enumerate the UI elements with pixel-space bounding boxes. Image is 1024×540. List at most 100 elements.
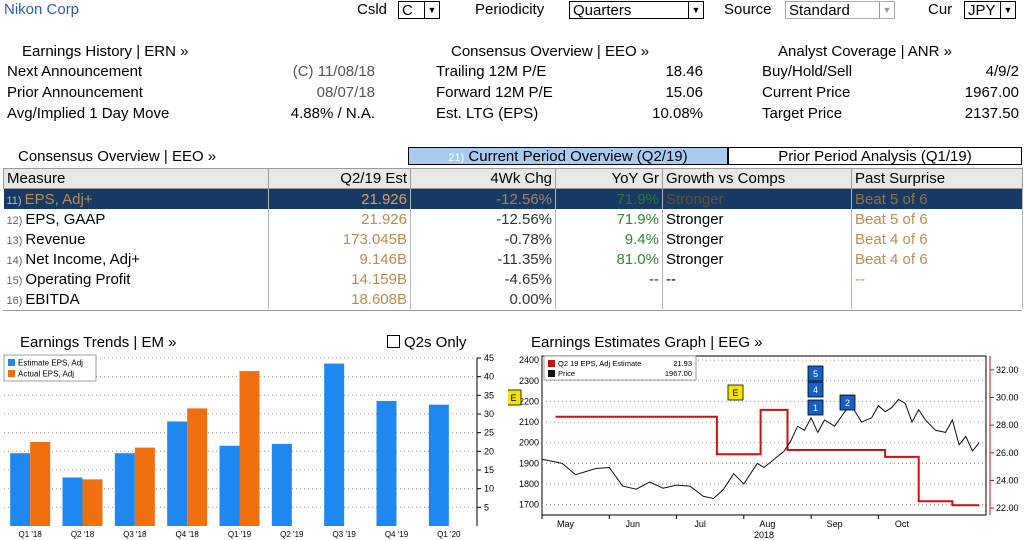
row-number: 14) bbox=[6, 254, 23, 267]
plot-area bbox=[541, 355, 987, 516]
x-tick-label: Oct bbox=[895, 519, 910, 529]
table-row[interactable]: 11) EPS, Adj+ 21.926 -12.56% 71.9% Strong… bbox=[3, 188, 1023, 209]
cell-chg: -11.35% bbox=[410, 249, 556, 269]
row-number: 16) bbox=[6, 294, 23, 307]
consensus-table-link[interactable]: Consensus Overview | EEO » bbox=[18, 148, 217, 165]
earnings-estimates-chart: 1700 1800 1900 2000 2100 2200 2300 2400 22.00 24.… bbox=[508, 355, 1019, 540]
eh-label-prior: Prior Announcement bbox=[7, 84, 143, 101]
cur-label: Cur bbox=[928, 1, 953, 18]
x-tick-label: Q3 '19 bbox=[333, 530, 357, 539]
col-growth[interactable]: Growth vs Comps bbox=[662, 168, 852, 189]
earnings-estimates-graph-link[interactable]: Earnings Estimates Graph | EEG » bbox=[531, 334, 763, 351]
y-tick-label: 15 bbox=[484, 465, 494, 475]
left-tick-label: 2400 bbox=[519, 355, 539, 365]
cell-yoy: 81.0% bbox=[555, 249, 663, 269]
source-label: Source bbox=[724, 1, 772, 18]
chevron-down-icon[interactable]: ▼ bbox=[424, 2, 439, 18]
co-value-forward: 15.06 bbox=[665, 84, 703, 101]
x-tick-label: Aug bbox=[759, 519, 775, 529]
event-marker-label: 4 bbox=[813, 385, 818, 395]
x-tick-label: Q4 '18 bbox=[176, 530, 200, 539]
cell-chg: -12.56% bbox=[410, 188, 556, 209]
bar bbox=[134, 447, 155, 526]
row-number: 11) bbox=[6, 194, 22, 207]
chevron-down-icon[interactable]: ▼ bbox=[1000, 2, 1015, 18]
legend-swatch bbox=[548, 360, 555, 367]
col-est[interactable]: Q2/19 Est bbox=[268, 168, 411, 189]
bar bbox=[219, 445, 240, 526]
analyst-coverage-link[interactable]: Analyst Coverage | ANR » bbox=[778, 43, 952, 60]
cur-select[interactable]: JPY ▼ bbox=[964, 1, 1016, 19]
cell-yoy: -- bbox=[555, 269, 663, 289]
cell-est: 14.159B bbox=[268, 269, 411, 289]
bar bbox=[376, 400, 397, 526]
checkbox-icon[interactable] bbox=[387, 335, 400, 348]
table-row[interactable]: 16) EBITDA 18.608B 0.00% bbox=[3, 289, 1023, 309]
legend-swatch bbox=[548, 370, 555, 377]
left-tick-label: 1900 bbox=[519, 458, 539, 468]
chevron-down-icon[interactable]: ▼ bbox=[879, 2, 894, 18]
measure-name: EBITDA bbox=[25, 290, 80, 308]
cell-chg: 0.00% bbox=[410, 289, 556, 309]
table-row[interactable]: 12) EPS, GAAP 21.926 -12.56% 71.9% Strong… bbox=[3, 209, 1023, 229]
event-marker-label: 1 bbox=[813, 403, 818, 413]
y-tick-label: 45 bbox=[484, 353, 494, 363]
col-4wk[interactable]: 4Wk Chg bbox=[410, 168, 556, 189]
tab-current-period[interactable]: 21) Current Period Overview (Q2/19) bbox=[408, 147, 728, 165]
y-tick-label: 40 bbox=[484, 372, 494, 382]
periodicity-select[interactable]: Quarters ▼ bbox=[569, 1, 704, 19]
legend-label: Estimate EPS, Adj bbox=[18, 359, 83, 368]
csld-value: C bbox=[402, 2, 413, 19]
q2s-only-checkbox[interactable]: Q2s Only bbox=[387, 334, 467, 351]
y-tick-label: 5 bbox=[484, 502, 489, 512]
row-number: 13) bbox=[6, 234, 23, 247]
y-tick-label: 35 bbox=[484, 390, 494, 400]
event-marker-label: E bbox=[510, 393, 516, 403]
bar bbox=[62, 477, 83, 526]
x-axis-label: 2018 bbox=[754, 530, 774, 540]
co-value-trailing: 18.46 bbox=[665, 63, 703, 80]
legend-label: Actual EPS, Adj bbox=[18, 370, 74, 379]
measure-name: Operating Profit bbox=[25, 270, 131, 288]
event-marker bbox=[807, 381, 824, 398]
col-measure[interactable]: Measure bbox=[3, 168, 269, 189]
left-tick-label: 2000 bbox=[519, 438, 539, 448]
right-tick-label: 30.00 bbox=[996, 392, 1019, 402]
left-tick-label: 2200 bbox=[519, 396, 539, 406]
event-marker bbox=[508, 389, 522, 406]
series-line bbox=[541, 398, 980, 500]
earnings-trends-link[interactable]: Earnings Trends | EM » bbox=[20, 334, 177, 351]
right-tick-label: 28.00 bbox=[996, 420, 1019, 430]
chevron-down-icon[interactable]: ▼ bbox=[688, 2, 703, 18]
co-label-trailing: Trailing 12M P/E bbox=[436, 63, 547, 80]
eh-value-move: 4.88% / N.A. bbox=[290, 105, 375, 122]
cell-growth: Stronger bbox=[662, 229, 852, 249]
company-title[interactable]: Nikon Corp bbox=[4, 1, 80, 18]
bar bbox=[187, 408, 208, 526]
event-marker bbox=[839, 394, 856, 411]
left-tick-label: 1700 bbox=[519, 500, 539, 510]
table-bottom-divider bbox=[3, 310, 1022, 311]
source-select[interactable]: Standard ▼ bbox=[785, 1, 895, 19]
table-row[interactable]: 15) Operating Profit 14.159B -4.65% -- --… bbox=[3, 269, 1023, 289]
left-tick-label: 1800 bbox=[519, 479, 539, 489]
x-tick-label: Q2 '19 bbox=[280, 530, 304, 539]
col-yoy[interactable]: YoY Gr bbox=[555, 168, 663, 189]
measure-name: Revenue bbox=[25, 230, 86, 248]
tab-prior-period[interactable]: Prior Period Analysis (Q1/19) bbox=[728, 147, 1022, 165]
bar bbox=[324, 363, 345, 526]
table-row[interactable]: 14) Net Income, Adj+ 9.146B -11.35% 81.0%… bbox=[3, 249, 1023, 269]
ac-label-target: Target Price bbox=[762, 105, 843, 122]
x-tick-label: Q2 '18 bbox=[71, 530, 95, 539]
cell-surprise: Beat 4 of 6 bbox=[851, 249, 1023, 269]
table-header-row: Measure Q2/19 Est 4Wk Chg YoY Gr Growth … bbox=[3, 168, 1023, 189]
col-surprise[interactable]: Past Surprise bbox=[851, 168, 1023, 189]
cell-growth bbox=[662, 289, 852, 309]
table-row[interactable]: 13) Revenue 173.045B -0.78% 9.4% Stronger… bbox=[3, 229, 1023, 249]
periodicity-label: Periodicity bbox=[475, 1, 545, 18]
cell-surprise bbox=[851, 289, 1023, 309]
consensus-overview-link[interactable]: Consensus Overview | EEO » bbox=[451, 43, 650, 60]
earnings-history-link[interactable]: Earnings History | ERN » bbox=[22, 43, 189, 60]
ac-value-target: 2137.50 bbox=[964, 105, 1019, 122]
csld-select[interactable]: C ▼ bbox=[398, 1, 440, 19]
